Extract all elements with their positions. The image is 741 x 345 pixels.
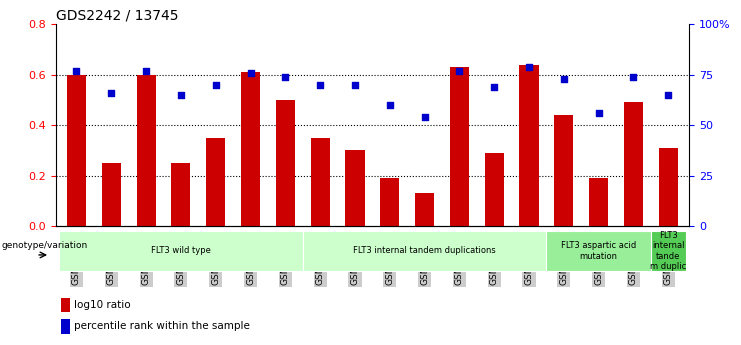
Bar: [241, 72, 260, 226]
Bar: [345, 150, 365, 226]
Bar: [61, 319, 70, 334]
Bar: [415, 193, 434, 226]
Point: [419, 114, 431, 120]
Bar: [303, 231, 546, 271]
Point: [488, 84, 500, 89]
Bar: [546, 231, 651, 271]
Text: log10 ratio: log10 ratio: [73, 300, 130, 310]
Point: [453, 68, 465, 73]
Bar: [102, 163, 121, 226]
Bar: [651, 231, 685, 271]
Point: [105, 90, 117, 96]
Bar: [61, 298, 70, 312]
Point: [662, 92, 674, 98]
Point: [349, 82, 361, 88]
Bar: [450, 67, 469, 226]
Bar: [206, 138, 225, 226]
Bar: [624, 102, 643, 226]
Text: FLT3 aspartic acid
mutation: FLT3 aspartic acid mutation: [561, 241, 637, 261]
Point: [314, 82, 326, 88]
Point: [523, 64, 535, 69]
Point: [210, 82, 222, 88]
Text: genotype/variation: genotype/variation: [1, 240, 87, 249]
Bar: [136, 75, 156, 226]
Point: [558, 76, 570, 81]
Text: FLT3 internal tandem duplications: FLT3 internal tandem duplications: [353, 246, 496, 256]
Bar: [519, 65, 539, 226]
Bar: [310, 138, 330, 226]
Point: [593, 110, 605, 116]
Point: [70, 68, 82, 73]
Bar: [380, 178, 399, 226]
Bar: [554, 115, 574, 226]
Bar: [589, 178, 608, 226]
Text: FLT3 wild type: FLT3 wild type: [151, 246, 211, 256]
Text: GDS2242 / 13745: GDS2242 / 13745: [56, 9, 178, 23]
Text: percentile rank within the sample: percentile rank within the sample: [73, 322, 250, 332]
Bar: [659, 148, 678, 226]
Bar: [171, 163, 190, 226]
Point: [245, 70, 256, 75]
Point: [628, 74, 639, 79]
Point: [384, 102, 396, 108]
Bar: [485, 153, 504, 226]
Point: [140, 68, 152, 73]
Point: [175, 92, 187, 98]
Bar: [59, 231, 303, 271]
Bar: [276, 100, 295, 226]
Point: [279, 74, 291, 79]
Bar: [67, 75, 86, 226]
Text: FLT3
internal
tande
m duplic: FLT3 internal tande m duplic: [650, 231, 686, 271]
